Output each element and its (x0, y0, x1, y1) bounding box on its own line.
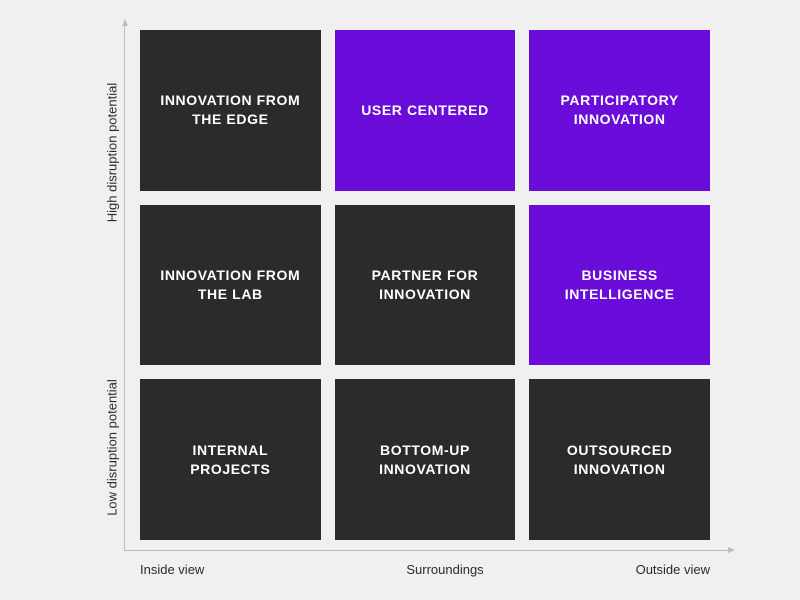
x-axis-line (124, 550, 734, 551)
matrix-cell: INTERNAL PROJECTS (140, 379, 321, 540)
matrix-grid: INNOVATION FROM THE EDGEUSER CENTEREDPAR… (140, 30, 710, 540)
y-axis-labels: High disruption potential Low disruption… (92, 20, 112, 550)
x-axis-labels: Inside view Surroundings Outside view (140, 562, 710, 586)
matrix-cell: INNOVATION FROM THE LAB (140, 205, 321, 366)
matrix-cell: OUTSOURCED INNOVATION (529, 379, 710, 540)
x-axis-center-label: Surroundings (317, 562, 534, 586)
matrix-cell: INNOVATION FROM THE EDGE (140, 30, 321, 191)
y-axis-low-label: Low disruption potential (105, 358, 120, 538)
x-axis-left-label: Inside view (140, 562, 317, 586)
y-axis-high-label: High disruption potential (105, 63, 120, 243)
matrix-cell: USER CENTERED (335, 30, 516, 191)
innovation-matrix: INNOVATION FROM THE EDGEUSER CENTEREDPAR… (125, 20, 725, 550)
matrix-cell: PARTNER FOR INNOVATION (335, 205, 516, 366)
y-axis-line (124, 20, 125, 550)
matrix-cell: BOTTOM-UP INNOVATION (335, 379, 516, 540)
x-axis-right-label: Outside view (533, 562, 710, 586)
matrix-cell: BUSINESS INTELLIGENCE (529, 205, 710, 366)
matrix-cell: PARTICIPATORY INNOVATION (529, 30, 710, 191)
